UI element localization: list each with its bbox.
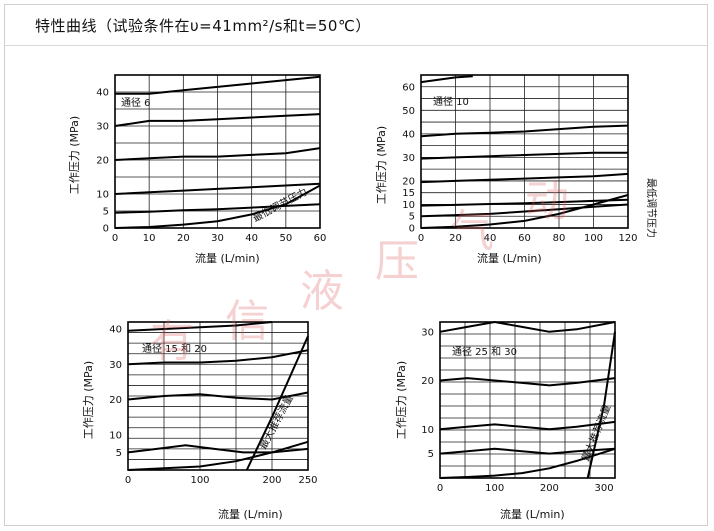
y-tick-label: 10	[109, 430, 122, 441]
series-line-1	[420, 75, 473, 84]
x-axis-label: 流量 (L/min)	[195, 251, 260, 265]
x-tick-label: 40	[484, 233, 497, 244]
figure-frame: 特性曲线（试验条件在υ=41mm²/s和t=50℃）	[4, 4, 708, 526]
series-line-3	[127, 391, 309, 401]
y-tick-label: 10	[96, 190, 109, 201]
x-tick-label: 250	[298, 475, 317, 486]
y-axis-label: 工作压力 (MPa)	[82, 361, 95, 439]
plot-border	[114, 74, 321, 229]
y-tick-label: 0	[103, 224, 109, 235]
y-axis-label: 工作压力 (MPa)	[375, 126, 388, 204]
series-line-2	[114, 113, 321, 127]
annotation-label: 通径 10	[433, 95, 469, 108]
y-tick-label: 20	[109, 395, 122, 406]
annotation-label: 通径 6	[121, 96, 151, 109]
y-tick-label: 40	[96, 88, 109, 99]
series-line-7	[420, 194, 629, 229]
series-line-4	[420, 172, 629, 184]
annotation-label: 通径 15 和 20	[142, 342, 207, 355]
series-line-6	[420, 203, 629, 218]
x-tick-label: 10	[143, 233, 156, 244]
series-line-2	[439, 377, 616, 387]
series-line-1	[439, 320, 616, 333]
series-line-4	[114, 182, 321, 195]
x-tick-label: 200	[262, 475, 281, 486]
x-tick-label: 50	[279, 233, 292, 244]
x-tick-label: 80	[553, 233, 566, 244]
y-tick-label: 0	[409, 224, 415, 235]
annotation-label: 通径 25 和 30	[452, 345, 517, 358]
x-tick-label: 200	[540, 483, 559, 494]
series-line-5	[114, 203, 321, 214]
y-tick-label: 10	[421, 425, 434, 436]
series-line-1	[115, 75, 321, 95]
chart-panel-3: 0 100 200 250 5 10 20 30 40 工作压力 (MPa) 流量 (L/min) 通…	[82, 321, 318, 521]
annotation-label: 最大推荐流量	[256, 392, 296, 451]
chart-panel-1: 0 10 20 30 40 50 60 0 5 10 20 30 40 工作压力 (MPa) 流量 (L/m…	[68, 74, 327, 265]
y-tick-label: 10	[402, 200, 415, 211]
y-axis-label: 工作压力 (MPa)	[68, 116, 81, 194]
plot-border	[127, 321, 309, 471]
y-axis-label: 工作压力 (MPa)	[395, 361, 408, 439]
x-tick-label: 120	[618, 233, 637, 244]
series-line-6	[114, 184, 321, 229]
x-tick-label: 60	[314, 233, 327, 244]
y-tick-label: 15	[402, 188, 415, 199]
x-tick-label: 300	[595, 483, 614, 494]
y-tick-label: 20	[96, 156, 109, 167]
y-tick-label: 5	[116, 448, 122, 459]
series-line-3	[439, 420, 616, 431]
series-line-6	[586, 331, 616, 479]
y-tick-label: 50	[402, 106, 415, 117]
x-tick-label: 100	[584, 233, 603, 244]
y-tick-label: 30	[96, 122, 109, 133]
series-line-4	[439, 447, 616, 455]
series-line-5	[127, 440, 309, 471]
title-bar: 特性曲线（试验条件在υ=41mm²/s和t=50℃）	[5, 5, 707, 46]
x-tick-label: 100	[485, 483, 504, 494]
x-tick-label: 30	[211, 233, 224, 244]
series-line-2	[420, 124, 629, 138]
x-tick-label: 0	[437, 483, 443, 494]
x-tick-label: 0	[112, 233, 118, 244]
plot-border	[439, 321, 616, 479]
x-axis-label: 流量 (L/min)	[218, 507, 283, 521]
series-line-2	[127, 349, 309, 366]
x-axis-label: 流量 (L/min)	[500, 507, 565, 521]
x-tick-label: 0	[125, 475, 131, 486]
series-line-1	[127, 321, 273, 332]
y-tick-label: 5	[428, 449, 434, 460]
x-tick-label: 100	[190, 475, 209, 486]
series-line-5	[420, 198, 629, 207]
y-tick-label: 30	[402, 153, 415, 164]
y-tick-label: 20	[421, 376, 434, 387]
x-tick-label: 20	[177, 233, 190, 244]
x-tick-label: 20	[449, 233, 462, 244]
x-tick-label: 40	[245, 233, 258, 244]
y-tick-label: 5	[103, 207, 109, 218]
x-axis-label: 流量 (L/min)	[477, 251, 542, 265]
y-tick-label: 30	[109, 360, 122, 371]
series-line-3	[114, 147, 321, 161]
x-tick-label: 60	[518, 233, 531, 244]
series-line-6	[245, 335, 309, 471]
annotation-label: 最低调节压力	[645, 178, 658, 238]
y-tick-label: 40	[402, 129, 415, 140]
plot-border	[420, 74, 629, 229]
y-tick-label: 20	[402, 176, 415, 187]
x-tick-label: 0	[418, 233, 424, 244]
page-title: 特性曲线（试验条件在υ=41mm²/s和t=50℃）	[35, 17, 371, 35]
y-tick-label: 60	[402, 82, 415, 93]
y-tick-label: 5	[409, 212, 415, 223]
y-tick-label: 40	[109, 325, 122, 336]
series-line-3	[420, 151, 628, 160]
series-line-5	[439, 447, 616, 479]
y-tick-label: 30	[421, 327, 434, 338]
chart-panel-4: 0 100 200 300 5 10 20 30 工作压力 (MPa) 流量 (L/min) 通径 …	[395, 320, 616, 521]
